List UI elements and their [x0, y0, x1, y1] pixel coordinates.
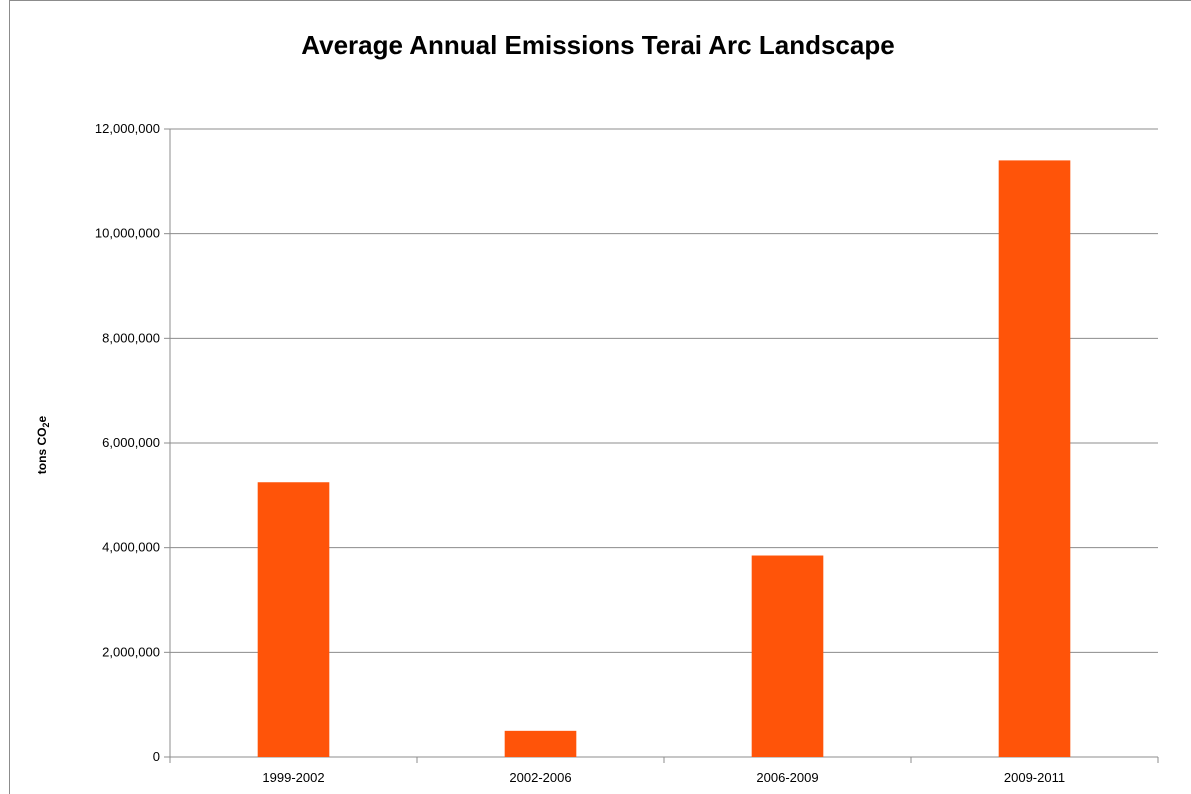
- bar-2009-2011: [998, 160, 1071, 757]
- y-tick-label: 2,000,000: [102, 644, 160, 659]
- y-tick-label: 12,000,000: [95, 121, 160, 136]
- chart-frame: [9, 0, 1191, 794]
- y-axis-label-tail: e: [35, 416, 49, 423]
- x-tick-label: 2009-2011: [1004, 770, 1065, 785]
- y-axis-label: tons CO2e: [35, 416, 51, 475]
- y-tick-label: 10,000,000: [95, 226, 160, 241]
- bar-2002-2006: [504, 730, 577, 757]
- chart-title: Average Annual Emissions Terai Arc Lands…: [301, 30, 894, 60]
- bar-2006-2009: [751, 555, 824, 757]
- y-tick-label: 4,000,000: [102, 540, 160, 555]
- y-axis-label-main: tons CO: [35, 428, 49, 475]
- x-tick-label: 1999-2002: [262, 770, 324, 785]
- gridlines: [170, 128, 1158, 653]
- y-tick-label: 0: [153, 749, 160, 764]
- bars: [257, 160, 1071, 757]
- bar-1999-2002: [257, 482, 330, 757]
- x-tick-label: 2002-2006: [509, 770, 571, 785]
- y-tick-label: 6,000,000: [102, 435, 160, 450]
- y-tick-label: 8,000,000: [102, 330, 160, 345]
- axes: [164, 128, 1159, 763]
- y-tick-labels: 0 2,000,000 4,000,000 6,000,000 8,000,000 10,…: [95, 121, 160, 764]
- x-tick-label: 2006-2009: [756, 770, 818, 785]
- y-axis-label-subscript: 2: [41, 423, 51, 428]
- x-tick-labels: 1999-2002 2002-2006 2006-2009 2009-2011: [262, 770, 1065, 785]
